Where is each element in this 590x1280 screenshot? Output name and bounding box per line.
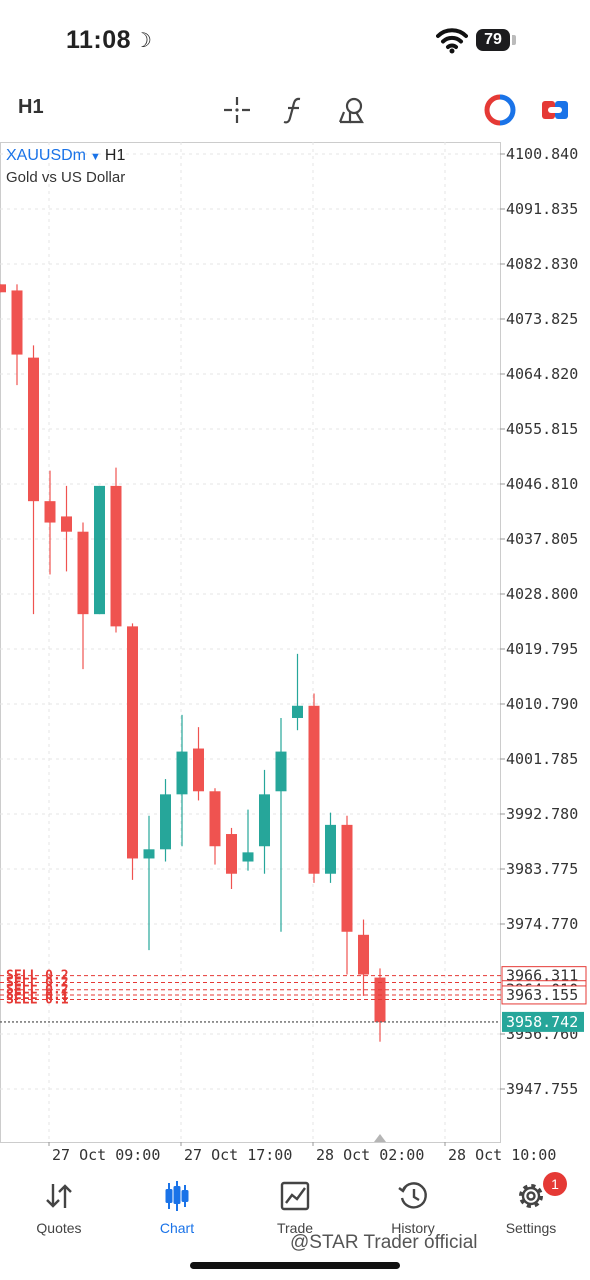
candle-body: [193, 748, 204, 792]
chart-toolbar: H1: [0, 86, 590, 136]
trade-toggle-icon[interactable]: [539, 94, 571, 126]
function-icon[interactable]: [278, 94, 310, 126]
moon-icon: ☽: [134, 30, 152, 52]
y-tick-label: 3992.780: [506, 805, 578, 823]
candle-body: [209, 791, 221, 847]
candle-body: [44, 501, 56, 523]
history-icon: [398, 1182, 427, 1209]
y-tick-label: 4073.825: [506, 310, 578, 328]
timeframe-button[interactable]: H1: [18, 96, 44, 118]
y-tick-label: 4055.815: [506, 420, 578, 438]
y-tick-label: 4037.805: [506, 530, 578, 548]
candle-body: [28, 357, 39, 502]
nav-trade[interactable]: Trade: [245, 1176, 345, 1240]
wifi-icon: [436, 28, 468, 54]
nav-history-label: History: [391, 1220, 435, 1236]
candle-body: [0, 284, 6, 293]
position-price-box: [501, 985, 587, 1005]
current-price-box: [502, 1011, 584, 1032]
chart-icon: [165, 1181, 189, 1211]
candle-body: [61, 516, 72, 532]
one-click-trading-icon[interactable]: [484, 94, 516, 126]
y-tick-label: 4010.790: [506, 695, 578, 713]
candle-body: [259, 794, 270, 847]
plot-border: [0, 142, 501, 1143]
current-price-label: 3958.742: [506, 1013, 578, 1031]
x-tick-label: 27 Oct 09:00: [52, 1146, 161, 1164]
price-chart[interactable]: 4100.840 4091.835 4082.830 4073.825 4064.820…: [0, 142, 590, 1148]
chart-symbol[interactable]: XAUUSDm ▼ H1: [6, 147, 125, 165]
symbol-dropdown-icon[interactable]: ▼: [90, 151, 101, 163]
nav-settings[interactable]: 1 Settings: [481, 1172, 581, 1240]
candle-body: [308, 705, 320, 874]
y-tick-label: 4082.830: [506, 255, 578, 273]
chart-canvas[interactable]: 4100.840 4091.835 4082.830 4073.825 4064.820…: [0, 142, 590, 1148]
candle-body: [275, 751, 287, 792]
trade-line-label: SELL 0.2: [6, 969, 69, 984]
nav-trade-label: Trade: [276, 1220, 314, 1236]
candle-body: [127, 626, 138, 859]
y-tick-label: 4028.800: [506, 585, 578, 603]
candle-body: [358, 934, 369, 975]
candle-body: [110, 485, 122, 627]
y-tick-label: 4091.835: [506, 200, 578, 218]
x-tick-label: 28 Oct 02:00: [316, 1146, 425, 1164]
candle-body: [94, 485, 105, 615]
watermark-text: @STAR Trader official: [290, 1232, 478, 1253]
nav-chart-label: Chart: [159, 1220, 195, 1236]
y-tick-label: 4001.785: [506, 750, 578, 768]
current-bar-marker: [374, 1134, 386, 1142]
y-tick-label: 4046.810: [506, 475, 578, 493]
candle-body: [242, 852, 254, 862]
trade-line-label: SELL 0.1: [6, 993, 69, 1008]
candle-body: [325, 824, 336, 874]
trade-icon: [280, 1181, 310, 1211]
y-tick-label: 3983.775: [506, 860, 578, 878]
status-bar: 11:08 ☽ 79: [0, 0, 590, 80]
status-time: 11:08: [66, 26, 132, 54]
y-tick-label: 3974.770: [506, 915, 578, 933]
x-tick-label: 28 Oct 10:00: [448, 1146, 557, 1164]
candle-body: [226, 834, 237, 874]
position-price-label: 3963.155: [506, 986, 578, 1004]
nav-quotes[interactable]: Quotes: [9, 1176, 109, 1240]
nav-quotes-label: Quotes: [36, 1220, 82, 1236]
candle-body: [160, 794, 171, 850]
candle-body: [341, 824, 353, 932]
crosshair-icon[interactable]: [221, 94, 253, 126]
candle-body: [11, 290, 23, 355]
bottom-navigation: Quotes Chart Trade History 1 Set: [0, 1170, 590, 1240]
symbol-name[interactable]: XAUUSDm: [6, 147, 87, 164]
candle-body: [143, 849, 155, 859]
candle-body: [77, 531, 89, 615]
time-axis: 27 Oct 09:00 27 Oct 17:00 28 Oct 02:00 2…: [0, 1144, 590, 1174]
home-indicator: [190, 1262, 400, 1269]
x-tick-label: 27 Oct 17:00: [184, 1146, 293, 1164]
trade-line-label: SELL 0.2: [6, 975, 69, 990]
objects-icon[interactable]: [336, 94, 368, 126]
nav-chart[interactable]: Chart: [127, 1176, 227, 1240]
y-tick-label: 4019.795: [506, 640, 578, 658]
y-tick-label: 4100.840: [506, 145, 578, 163]
watermark: @STAR Trader official: [290, 1232, 478, 1254]
nav-settings-label: Settings: [505, 1220, 557, 1236]
quotes-icon: [46, 1184, 72, 1208]
y-tick-label: 4064.820: [506, 365, 578, 383]
notification-badge: 1: [543, 1172, 567, 1196]
nav-history[interactable]: History: [363, 1176, 463, 1240]
battery-level: 79: [476, 29, 510, 51]
settings-icon: [519, 1184, 543, 1208]
position-price-label: 3966.311: [506, 967, 578, 985]
symbol-description: Gold vs US Dollar: [6, 169, 126, 186]
candle-body: [292, 705, 303, 718]
chart-timeframe: H1: [104, 147, 126, 164]
trade-line-label: SELL 0.2: [6, 983, 69, 998]
battery-cap: [512, 35, 516, 45]
y-tick-label: 3947.755: [506, 1080, 578, 1098]
candle-body: [176, 751, 188, 795]
